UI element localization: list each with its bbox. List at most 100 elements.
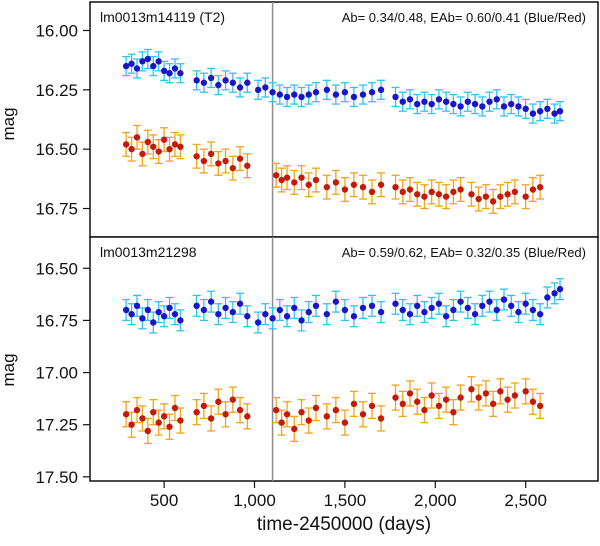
blue-data-point (556, 285, 564, 293)
red-data-point (504, 191, 511, 198)
blue-data-point (312, 89, 320, 96)
red-data-point (155, 419, 162, 426)
blue-data-point (171, 65, 179, 72)
blue-data-point (399, 306, 406, 314)
red-data-point (406, 390, 414, 397)
red-data-point (377, 181, 385, 188)
panel-top-title: lm0013m14119 (T2) (100, 9, 225, 25)
blue-data-point (305, 91, 312, 98)
red-data-point (177, 143, 184, 150)
y-tick-label: 16.50 (35, 140, 78, 159)
red-data-point (244, 413, 251, 420)
blue-data-point (442, 98, 450, 105)
blue-data-point (428, 100, 435, 108)
red-data-point (457, 394, 464, 401)
red-data-point (160, 413, 168, 420)
red-data-point (377, 415, 385, 422)
blue-data-point (254, 86, 262, 94)
blue-data-point (229, 308, 237, 316)
blue-data-point (500, 296, 508, 303)
blue-data-point (457, 103, 464, 110)
red-data-point (193, 408, 200, 416)
red-data-point (511, 188, 519, 196)
x-tick-label: 2,500 (504, 491, 547, 510)
blue-data-point (414, 302, 421, 310)
red-data-point (171, 404, 179, 412)
blue-data-point (122, 62, 130, 70)
red-data-point (399, 400, 406, 408)
panel-bottom-x-axis: 500 1,000 1,500 2,000 2,500 (150, 481, 547, 510)
red-data-point (359, 183, 367, 191)
red-data-point (442, 396, 450, 403)
panel-top-points (122, 55, 564, 205)
red-data-point (160, 136, 168, 143)
red-data-point (139, 415, 146, 422)
red-data-point (442, 193, 450, 200)
blue-data-point (471, 100, 479, 108)
blue-data-point (493, 96, 500, 103)
red-data-point (122, 411, 130, 418)
blue-data-point (551, 290, 558, 297)
blue-data-point (177, 317, 184, 324)
blue-data-point (291, 304, 298, 312)
red-data-point (368, 188, 376, 196)
blue-data-point (139, 58, 146, 65)
panel-bottom-y-axis: 16.50 16.75 17.00 17.25 17.50 (35, 259, 90, 487)
blue-data-point (522, 300, 529, 307)
red-data-point (529, 398, 537, 405)
y-tick-label: 16.75 (35, 200, 78, 219)
blue-data-point (236, 300, 244, 307)
blue-data-point (236, 84, 244, 91)
blue-data-point (500, 103, 508, 110)
blue-data-point (508, 302, 515, 310)
red-data-point (468, 191, 475, 198)
blue-data-point (377, 308, 385, 316)
red-data-point (207, 415, 215, 422)
blue-data-point (166, 70, 173, 77)
red-data-point (435, 402, 443, 410)
red-data-point (128, 421, 135, 428)
blue-data-point (166, 304, 173, 312)
red-data-point (332, 179, 340, 186)
blue-data-point (133, 65, 141, 72)
blue-data-point (450, 306, 457, 314)
red-data-point (529, 186, 537, 193)
x-tick-label: 1,500 (324, 491, 367, 510)
blue-data-point (428, 304, 435, 312)
blue-data-point (493, 306, 500, 314)
red-data-point (359, 411, 367, 418)
blue-data-point (155, 58, 162, 65)
y-tick-label: 16.25 (35, 81, 78, 100)
x-tick-label: 1,000 (233, 491, 276, 510)
red-data-point (450, 408, 457, 416)
red-data-point (144, 138, 152, 146)
red-data-point (522, 193, 529, 200)
blue-data-point (544, 294, 551, 301)
red-data-point (421, 193, 428, 200)
blue-data-point (341, 89, 349, 96)
red-data-point (332, 406, 340, 414)
red-data-point (428, 188, 435, 196)
red-data-point (305, 417, 312, 424)
panel-top-y-axis: 16.00 16.25 16.50 16.75 (35, 21, 90, 219)
blue-data-point (421, 98, 428, 105)
blue-data-point (291, 91, 298, 98)
blue-data-point (536, 310, 544, 318)
y-tick-label: 17.50 (35, 468, 78, 487)
red-data-point (150, 408, 157, 416)
blue-data-point (139, 315, 146, 322)
red-data-point (489, 400, 497, 408)
blue-data-point (464, 98, 472, 105)
blue-data-point (368, 89, 376, 96)
blue-data-point (160, 67, 168, 75)
blue-data-point (341, 306, 349, 314)
red-data-point (511, 392, 519, 399)
red-data-point (536, 183, 544, 191)
blue-data-point (359, 91, 367, 98)
red-data-point (475, 394, 482, 401)
blue-data-point (222, 304, 229, 312)
blue-data-point (323, 310, 331, 318)
blue-data-point (144, 306, 152, 314)
y-tick-label: 16.50 (35, 259, 78, 278)
blue-data-point (350, 93, 358, 101)
